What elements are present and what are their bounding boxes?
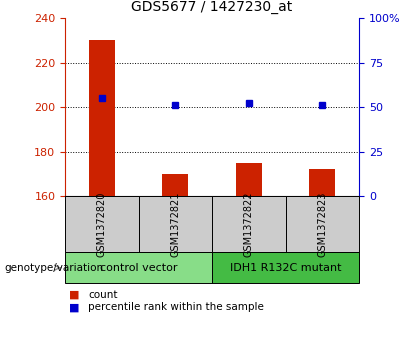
Text: count: count <box>88 290 118 300</box>
Text: ■: ■ <box>69 290 80 300</box>
Title: GDS5677 / 1427230_at: GDS5677 / 1427230_at <box>131 0 293 15</box>
Text: GSM1372822: GSM1372822 <box>244 191 254 257</box>
Text: control vector: control vector <box>100 263 177 273</box>
Bar <box>310 169 335 196</box>
Text: percentile rank within the sample: percentile rank within the sample <box>88 302 264 313</box>
Bar <box>163 174 188 196</box>
Text: GSM1372821: GSM1372821 <box>171 191 180 257</box>
Text: GSM1372820: GSM1372820 <box>97 191 107 257</box>
Bar <box>89 40 115 196</box>
Text: GSM1372823: GSM1372823 <box>318 191 327 257</box>
Text: ■: ■ <box>69 302 80 313</box>
Bar <box>236 163 262 196</box>
Text: IDH1 R132C mutant: IDH1 R132C mutant <box>230 263 341 273</box>
Text: genotype/variation: genotype/variation <box>4 263 103 273</box>
